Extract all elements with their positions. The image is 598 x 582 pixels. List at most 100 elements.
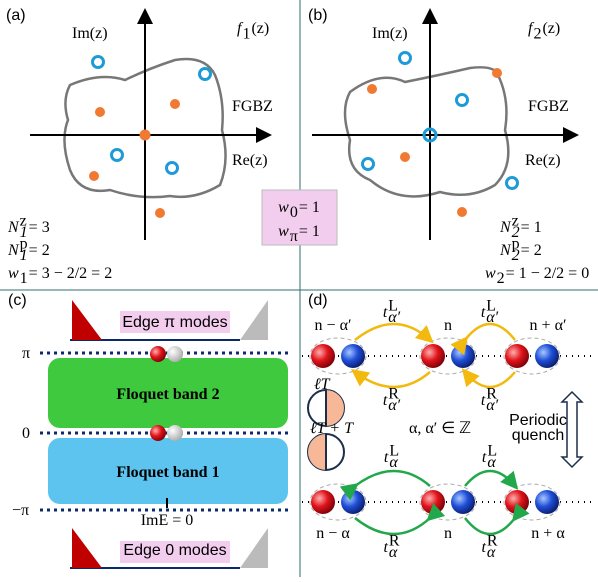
hop-label-base: t (481, 304, 486, 321)
invariant-w0-rest: = 1 (299, 199, 320, 216)
zeros-count-base: N (499, 219, 512, 236)
panel-label: (c) (8, 292, 27, 309)
site-b (451, 490, 475, 514)
hop-label-sub: α (389, 454, 398, 471)
hop-label-base: t (383, 539, 388, 556)
poles-count: Np1 = 2 (7, 236, 50, 264)
zeros-count-rest: = 1 (521, 219, 542, 236)
hop-label-base: t (481, 539, 486, 556)
level-label: −π (12, 502, 29, 519)
band-label: Floquet band 2 (116, 386, 219, 403)
invariant-wpi-base: w (278, 223, 289, 240)
quench-label: Periodicquench (509, 412, 567, 444)
im-axis-label: Im(z) (72, 25, 108, 42)
site-a (311, 344, 335, 368)
site-a (421, 344, 445, 368)
hop-label: tLα′ (481, 298, 499, 326)
site-label: n (444, 525, 452, 542)
level-label: 0 (22, 425, 30, 442)
edge-label: Edge π modes (122, 314, 227, 331)
band-label: Floquet band 1 (116, 464, 219, 481)
hop-label-sub: α (487, 454, 496, 471)
site-b (535, 344, 559, 368)
panel-a-drawing (30, 12, 268, 240)
site-a (505, 490, 529, 514)
hop-label-sub: α (389, 544, 398, 561)
winding-number-rest: = 3 − 2/2 = 2 (29, 265, 113, 282)
site-label: n − α′ (315, 317, 352, 334)
site-label: n (444, 317, 452, 334)
invariant-wpi-sub: π (290, 228, 298, 245)
function-label-rest: (z) (251, 20, 269, 37)
invariant-w0-base: w (278, 199, 289, 216)
site-b (341, 490, 365, 514)
winding-number-base: w (8, 265, 19, 282)
site-a (311, 490, 335, 514)
re-axis-label: Re(z) (525, 152, 561, 169)
im-axis-label: Im(z) (372, 25, 408, 42)
hop-label-sub: α′ (388, 397, 400, 414)
zeros-count-base: N (7, 219, 20, 236)
panel-label: (d) (308, 292, 328, 309)
poles-count-sub: 1 (20, 247, 28, 264)
hop-label-sub: α (487, 544, 496, 561)
re-axis-label: Re(z) (232, 152, 268, 169)
site-label: n − α (316, 525, 350, 542)
curve-label: FGBZ (232, 98, 273, 115)
poles-count-base: N (499, 242, 512, 259)
set-label: α, α′ ∈ ℤ (409, 420, 471, 437)
site-b (451, 344, 475, 368)
function-label-sub: 2 (533, 25, 541, 42)
panel-b-drawing (312, 12, 575, 240)
function-label-rest: (z) (542, 20, 560, 37)
hop-label-sub: α′ (388, 309, 400, 326)
site-a (505, 344, 529, 368)
site-a (421, 490, 445, 514)
winding-number-sub: 2 (497, 270, 505, 287)
edge-label: Edge 0 modes (123, 542, 226, 559)
invariant-w0-sub: 0 (290, 204, 298, 221)
poles-count-rest: = 2 (29, 242, 50, 259)
hop-label-base: t (481, 392, 486, 409)
site-b (535, 490, 559, 514)
site-b (341, 344, 365, 368)
poles-count-rest: = 2 (521, 242, 542, 259)
winding-number-base: w (485, 265, 496, 282)
winding-number: w2 = 1 − 2/2 = 0 (485, 265, 589, 287)
site-label: n + α′ (530, 317, 567, 334)
hop-label-sub: α′ (486, 397, 498, 414)
hop-label-base: t (383, 304, 388, 321)
hop-label-base: t (482, 449, 487, 466)
clock-label: ℓT (314, 376, 331, 393)
function-label-sub: 1 (242, 25, 250, 42)
hop-label-base: t (383, 392, 388, 409)
winding-number-rest: = 1 − 2/2 = 0 (506, 265, 590, 282)
zeros-count-rest: = 3 (29, 219, 50, 236)
panel-label: (b) (308, 7, 328, 24)
site-label: n + α (531, 525, 565, 542)
winding-number-sub: 1 (20, 270, 28, 287)
poles-count-sub: 2 (512, 247, 520, 264)
clock-label: ℓT + T (310, 420, 354, 437)
poles-count-base: N (7, 242, 20, 259)
hop-label-base: t (384, 449, 389, 466)
curve-label: FGBZ (528, 98, 569, 115)
im-e-label: ImE = 0 (141, 512, 194, 529)
poles-count: Np2 = 2 (499, 236, 542, 264)
level-label: π (22, 345, 30, 362)
page: {"panel_a":{"label":"(a)","im_axis":"Im(… (0, 0, 598, 582)
figure: (a)Im(z)Re(z)f1(z)FGBZNz1 = 3Np1 = 2w1 =… (0, 0, 598, 577)
invariant-wpi-rest: = 1 (299, 223, 320, 240)
